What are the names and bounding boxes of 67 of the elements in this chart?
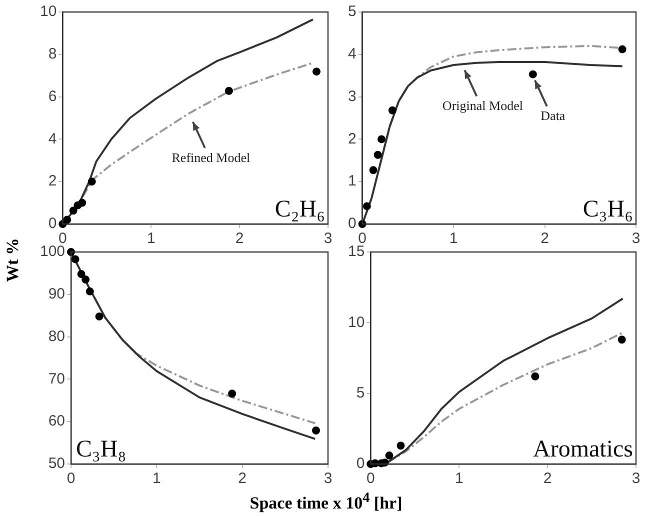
point: [618, 336, 626, 344]
x-tick-label: 3: [632, 230, 640, 248]
point: [86, 287, 94, 296]
x-tick-label: 3: [632, 470, 640, 488]
y-tick-label: 70: [48, 370, 66, 388]
y-tick-label: 0: [48, 215, 57, 232]
text: C₃H₈: [76, 436, 126, 462]
y-tick-label: 2: [348, 130, 356, 148]
y-tick-label: 6: [48, 88, 57, 105]
point: [224, 86, 233, 95]
y-tick-label: 5: [348, 3, 356, 20]
x-tick-label: 1: [146, 230, 156, 248]
point: [95, 312, 104, 320]
x-tick-label: 2: [235, 230, 244, 248]
x-tick-label: 1: [454, 470, 464, 488]
y-tick-label: 10: [40, 3, 57, 20]
point: [388, 106, 396, 114]
point: [312, 426, 320, 435]
y-tick-label: 4: [348, 46, 356, 63]
y-tick-label: 4: [48, 130, 57, 148]
x-tick-label: 1: [449, 230, 458, 248]
x-tick-label: 2: [238, 470, 247, 488]
point: [528, 70, 537, 78]
point: [396, 442, 405, 450]
point: [82, 276, 90, 284]
point: [369, 166, 378, 174]
y-tick-label: 15: [348, 243, 365, 260]
y-tick-label: 10: [348, 314, 365, 331]
point: [63, 216, 72, 224]
point: [312, 68, 321, 76]
x-tick-label: 3: [324, 230, 332, 248]
point: [78, 198, 86, 207]
text: C₃H₆: [582, 196, 633, 222]
point: [228, 390, 236, 398]
x-tick-label: 2: [540, 230, 549, 248]
y-tick-label: 8: [48, 46, 57, 63]
x-axis-title: Space time x 10$^{4}$ [hr]: [248, 490, 404, 514]
text: C₂H₆: [274, 196, 325, 222]
y-tick-label: 0: [348, 215, 356, 232]
annotation: Original Model: [442, 98, 524, 114]
x-tick-label: 1: [152, 470, 161, 488]
x-tick-label: 3: [324, 470, 332, 488]
y-axis-title: Wt %: [3, 237, 23, 284]
annotation: Data: [540, 108, 566, 124]
y-tick-label: 0: [356, 455, 365, 472]
point: [531, 372, 540, 380]
annotation: Refined Model: [172, 150, 250, 165]
y-tick-label: 3: [348, 88, 356, 105]
point: [374, 150, 382, 159]
point: [88, 178, 96, 186]
point: [618, 45, 626, 54]
y-tick-label: 5: [356, 384, 365, 402]
point: [362, 202, 371, 210]
point: [385, 452, 394, 460]
y-tick-label: 90: [48, 286, 66, 303]
y-tick-label: 100: [40, 243, 66, 260]
point: [69, 206, 78, 215]
y-tick-label: 50: [48, 455, 66, 472]
y-tick-label: 80: [48, 328, 66, 345]
x-tick-label: 2: [543, 470, 552, 488]
text: Aromatics: [533, 436, 633, 462]
point: [77, 270, 86, 278]
y-tick-label: 1: [348, 172, 356, 190]
y-tick-label: 2: [48, 172, 57, 190]
point: [71, 255, 80, 264]
point: [378, 135, 386, 144]
y-tick-label: 60: [48, 412, 66, 430]
